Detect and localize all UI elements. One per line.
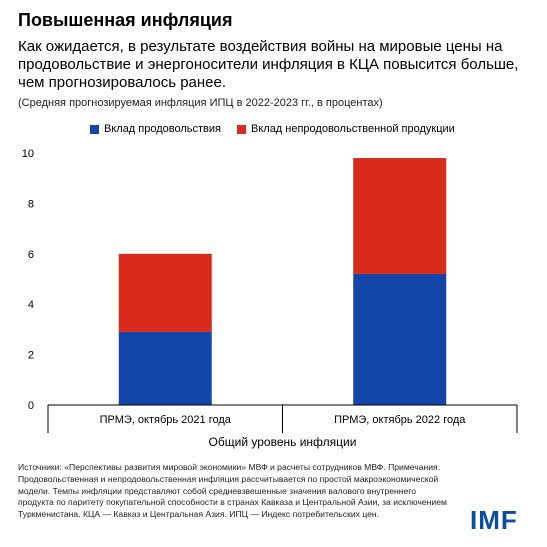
y-tick-label: 4 [28,299,34,311]
y-tick-label: 8 [28,198,34,210]
chart-title: Повышенная инфляция [18,10,233,30]
legend: Вклад продовольствия Вклад непродовольст… [90,123,455,135]
legend-swatch-nonfood [237,124,246,134]
chart-subtitle: Как ожидается, в результате воздействия … [18,38,519,91]
chart-units-note: (Средняя прогнозируемая инфляция ИПЦ в 2… [18,97,383,109]
y-tick-label: 10 [22,148,34,160]
x-tick-label: ПРМЭ, октябрь 2021 года [100,414,232,426]
bar-segment [353,158,447,274]
sources-notes: Источники: «Перспективы развития мировой… [18,462,447,520]
legend-item-food: Вклад продовольствия [90,123,221,135]
bar-segment [118,331,212,405]
bar-segment [353,273,447,405]
x-tick-label: ПРМЭ, октябрь 2022 года [334,414,466,426]
bar-segment [118,253,212,332]
legend-label-nonfood: Вклад непродовольственной продукции [251,123,455,135]
y-tick-label: 6 [28,249,34,261]
legend-label-food: Вклад продовольствия [104,123,221,135]
x-axis-title: Общий уровень инфляции [209,435,357,449]
legend-swatch-food [90,124,99,134]
y-tick-label: 2 [28,350,34,362]
y-tick-label: 0 [28,400,34,412]
imf-logo: IMF [470,505,518,535]
legend-item-nonfood: Вклад непродовольственной продукции [237,123,455,135]
